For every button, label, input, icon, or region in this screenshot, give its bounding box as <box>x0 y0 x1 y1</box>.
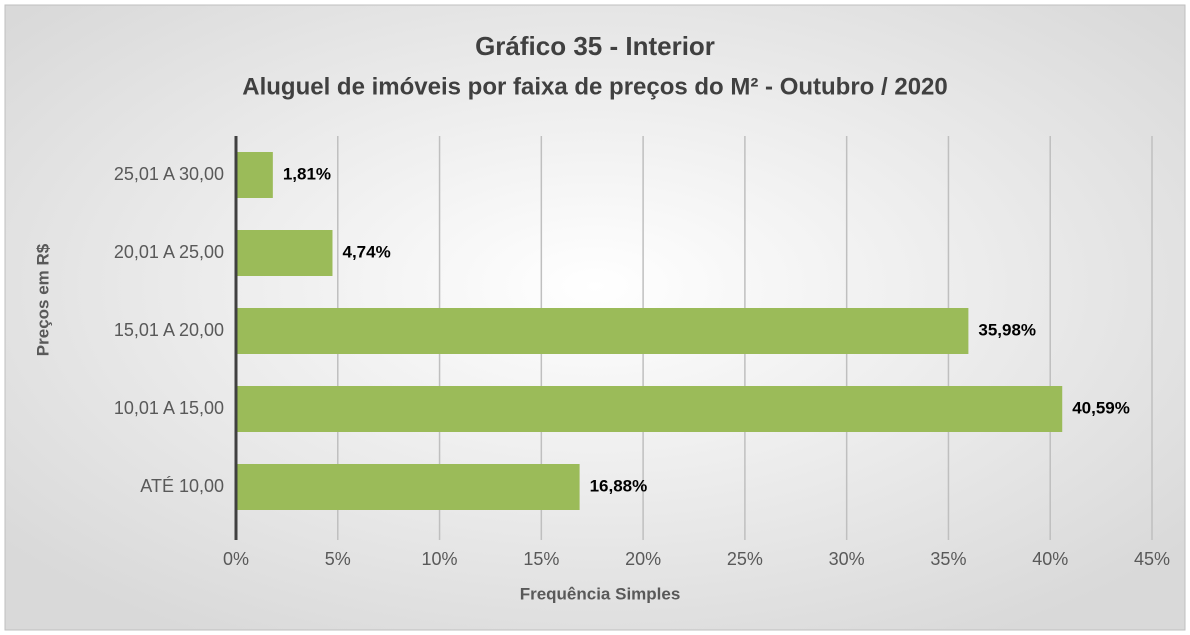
data-label: 40,59% <box>1072 398 1130 417</box>
y-tick-label: 10,01 A 15,00 <box>114 398 224 418</box>
y-tick-label: 20,01 A 25,00 <box>114 242 224 262</box>
chart-title: Gráfico 35 - Interior <box>475 31 715 61</box>
x-tick-label: 15% <box>523 549 559 569</box>
data-label: 4,74% <box>342 242 390 261</box>
bar <box>236 386 1063 432</box>
y-tick-label: 15,01 A 20,00 <box>114 320 224 340</box>
x-tick-label: 0% <box>223 549 249 569</box>
bar <box>236 152 273 198</box>
chart-subtitle: Aluguel de imóveis por faixa de preços d… <box>242 73 947 100</box>
x-tick-label: 5% <box>325 549 351 569</box>
x-tick-label: 20% <box>625 549 661 569</box>
bar <box>236 464 580 510</box>
data-label: 1,81% <box>283 164 331 183</box>
bar <box>236 308 969 354</box>
x-tick-label: 10% <box>422 549 458 569</box>
x-tick-label: 35% <box>930 549 966 569</box>
data-label: 35,98% <box>978 320 1036 339</box>
x-tick-label: 40% <box>1032 549 1068 569</box>
x-tick-label: 25% <box>727 549 763 569</box>
x-tick-label: 30% <box>829 549 865 569</box>
y-tick-label: 25,01 A 30,00 <box>114 164 224 184</box>
y-axis-label: Preços em R$ <box>33 243 52 356</box>
bar <box>236 230 333 276</box>
y-tick-label: ATÉ 10,00 <box>140 476 224 496</box>
x-tick-label: 45% <box>1134 549 1170 569</box>
x-axis-label: Frequência Simples <box>520 584 681 603</box>
data-label: 16,88% <box>590 476 648 495</box>
